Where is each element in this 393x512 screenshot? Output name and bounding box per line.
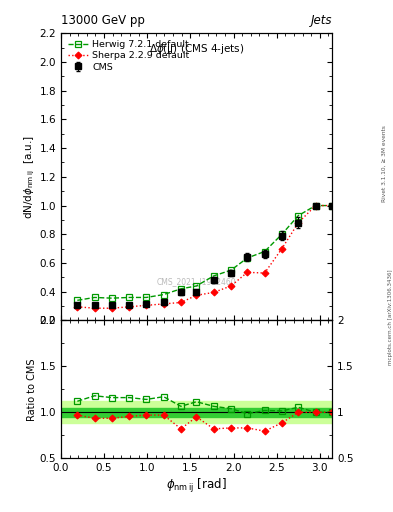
Herwig 7.2.1 default — [127, 294, 132, 301]
Herwig 7.2.1 default — [245, 255, 250, 261]
Sherpa 2.2.9 default — [110, 305, 114, 311]
Herwig 7.2.1 default — [262, 248, 267, 254]
Y-axis label: Ratio to CMS: Ratio to CMS — [27, 358, 37, 420]
Sherpa 2.2.9 default — [75, 304, 80, 310]
Herwig 7.2.1 default — [313, 202, 318, 208]
Sherpa 2.2.9 default — [245, 269, 250, 275]
Sherpa 2.2.9 default — [127, 304, 132, 310]
Herwig 7.2.1 default — [144, 294, 149, 301]
Sherpa 2.2.9 default — [296, 220, 301, 226]
Sherpa 2.2.9 default — [229, 283, 233, 289]
Herwig 7.2.1 default — [110, 295, 114, 301]
Sherpa 2.2.9 default — [211, 289, 216, 295]
Sherpa 2.2.9 default — [330, 202, 334, 208]
Sherpa 2.2.9 default — [194, 292, 199, 298]
Text: Rivet 3.1.10, ≥ 3M events: Rivet 3.1.10, ≥ 3M events — [382, 125, 387, 202]
Legend: Herwig 7.2.1 default, Sherpa 2.2.9 default, CMS: Herwig 7.2.1 default, Sherpa 2.2.9 defau… — [66, 38, 191, 74]
Herwig 7.2.1 default — [194, 283, 199, 289]
Text: mcplots.cern.ch [arXiv:1306.3436]: mcplots.cern.ch [arXiv:1306.3436] — [388, 270, 393, 365]
Sherpa 2.2.9 default — [144, 302, 149, 308]
Herwig 7.2.1 default — [161, 291, 166, 297]
Sherpa 2.2.9 default — [313, 202, 318, 208]
Herwig 7.2.1 default — [75, 297, 80, 304]
X-axis label: $\phi_{\rm nm\,ij}$ [rad]: $\phi_{\rm nm\,ij}$ [rad] — [166, 477, 227, 495]
Text: 13000 GeV pp: 13000 GeV pp — [61, 14, 145, 27]
Text: CMS_2021_I1932460: CMS_2021_I1932460 — [157, 277, 236, 286]
Herwig 7.2.1 default — [296, 212, 301, 219]
Herwig 7.2.1 default — [92, 294, 97, 301]
Line: Herwig 7.2.1 default: Herwig 7.2.1 default — [75, 203, 335, 303]
Herwig 7.2.1 default — [330, 202, 334, 208]
Line: Sherpa 2.2.9 default: Sherpa 2.2.9 default — [75, 203, 334, 311]
Herwig 7.2.1 default — [178, 286, 183, 292]
Text: Jets: Jets — [310, 14, 332, 27]
Sherpa 2.2.9 default — [178, 300, 183, 306]
Sherpa 2.2.9 default — [279, 246, 284, 252]
Y-axis label: dN/d$\phi_{\rm nm\,ij}$  [a.u.]: dN/d$\phi_{\rm nm\,ij}$ [a.u.] — [22, 135, 37, 219]
Text: $\Delta\phi$(jj) (CMS 4-jets): $\Delta\phi$(jj) (CMS 4-jets) — [149, 42, 244, 56]
Herwig 7.2.1 default — [279, 231, 284, 238]
Sherpa 2.2.9 default — [262, 270, 267, 276]
Herwig 7.2.1 default — [211, 273, 216, 279]
Herwig 7.2.1 default — [229, 267, 233, 273]
Sherpa 2.2.9 default — [161, 301, 166, 307]
Sherpa 2.2.9 default — [92, 305, 97, 311]
